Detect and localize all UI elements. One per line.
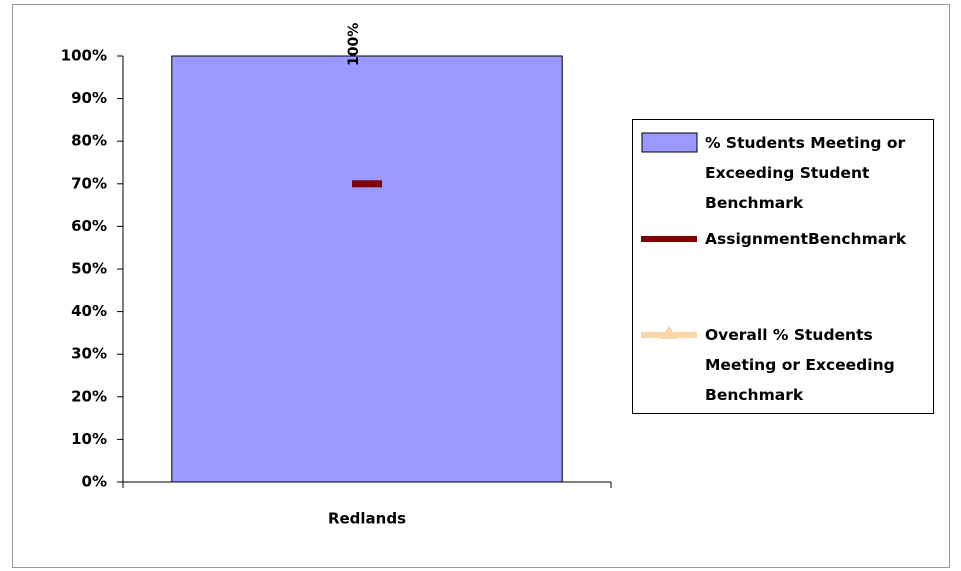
bar — [171, 55, 563, 483]
legend-marker — [660, 326, 678, 339]
y-tick-label: 100% — [61, 47, 107, 65]
legend-swatch — [641, 236, 697, 242]
y-tick-label: 10% — [71, 430, 107, 448]
x-tick-label: Redlands — [328, 510, 406, 528]
value-label: 100% — [346, 23, 362, 66]
legend-bar — [641, 132, 698, 153]
legend-swatch — [641, 132, 698, 153]
y-tick-label: 40% — [71, 302, 107, 320]
legend-label: AssignmentBenchmark — [705, 230, 907, 248]
y-tick-label: 30% — [71, 345, 107, 363]
y-tick-label: 0% — [82, 473, 107, 491]
y-tick-label: 90% — [71, 89, 107, 107]
y-tick-label: 80% — [71, 132, 107, 150]
y-tick-label: 70% — [71, 174, 107, 192]
legend-label: Overall % Students Meeting or Exceeding … — [705, 326, 895, 404]
legend-label: % Students Meeting or Exceeding Student … — [705, 134, 906, 212]
y-tick-label: 50% — [71, 260, 107, 278]
y-tick-label: 20% — [71, 387, 107, 405]
legend-swatch — [641, 326, 697, 339]
y-tick-label: 60% — [71, 217, 107, 235]
legend: % Students Meeting or Exceeding Student … — [632, 119, 934, 414]
